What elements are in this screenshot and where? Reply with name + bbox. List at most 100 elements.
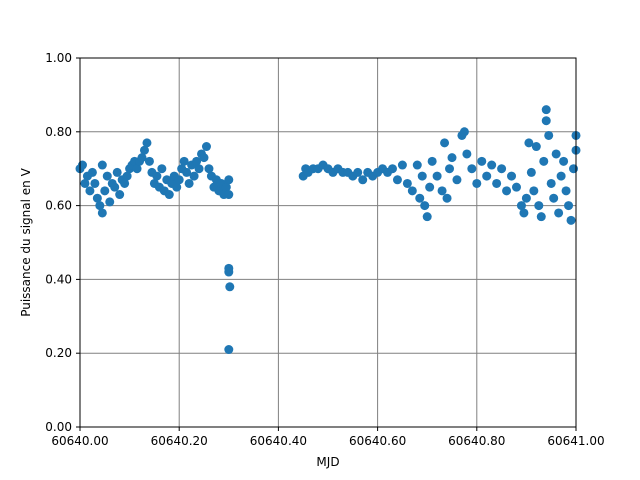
point <box>492 178 502 188</box>
point <box>511 182 521 192</box>
point <box>541 116 551 126</box>
point <box>92 193 102 203</box>
point <box>184 178 194 188</box>
point <box>534 201 544 211</box>
point <box>157 164 167 174</box>
point <box>482 171 492 181</box>
point <box>412 160 422 170</box>
x-axis-label: MJD <box>316 455 339 469</box>
point <box>467 164 477 174</box>
point <box>415 193 425 203</box>
point <box>516 201 526 211</box>
x-tick-label: 60640.40 <box>250 434 307 448</box>
point <box>387 164 397 174</box>
point <box>179 156 189 166</box>
point <box>497 164 507 174</box>
point <box>539 156 549 166</box>
point <box>566 215 576 225</box>
point <box>462 149 472 159</box>
point <box>549 193 559 203</box>
point <box>90 178 100 188</box>
point <box>531 142 541 152</box>
point <box>420 201 430 211</box>
point <box>437 186 447 196</box>
point <box>224 345 234 355</box>
point <box>132 164 142 174</box>
y-tick-label: 0.80 <box>45 125 72 139</box>
point <box>452 175 462 185</box>
point <box>445 164 455 174</box>
y-tick-label: 0.20 <box>45 346 72 360</box>
point <box>526 167 536 177</box>
y-tick-label: 0.00 <box>45 420 72 434</box>
point <box>192 156 202 166</box>
point <box>152 171 162 181</box>
plot-frame <box>79 57 577 428</box>
point <box>122 171 132 181</box>
x-tick-label: 60640.20 <box>151 434 208 448</box>
point <box>502 186 512 196</box>
y-tick-label: 1.00 <box>45 51 72 65</box>
point <box>477 156 487 166</box>
point <box>224 175 234 185</box>
point <box>417 171 427 181</box>
point <box>397 160 407 170</box>
point <box>402 178 412 188</box>
point <box>564 201 574 211</box>
point <box>174 175 184 185</box>
point <box>112 167 122 177</box>
point <box>144 156 154 166</box>
point <box>507 171 517 181</box>
point <box>544 130 554 140</box>
point <box>225 282 235 292</box>
point <box>442 193 452 203</box>
point <box>95 201 105 211</box>
x-tick-label: 60640.80 <box>448 434 505 448</box>
point <box>536 212 546 222</box>
point <box>546 178 556 188</box>
point <box>85 186 95 196</box>
point <box>440 138 450 148</box>
point <box>189 171 199 181</box>
point <box>199 153 209 163</box>
point <box>447 153 457 163</box>
point <box>519 208 529 218</box>
point <box>137 153 147 163</box>
point <box>524 138 534 148</box>
point <box>97 208 107 218</box>
point <box>80 178 90 188</box>
point <box>427 156 437 166</box>
point <box>422 212 432 222</box>
y-tick-label: 0.40 <box>45 272 72 286</box>
point <box>432 171 442 181</box>
point <box>105 197 115 207</box>
point <box>115 190 125 200</box>
point <box>425 182 435 192</box>
point <box>204 164 214 174</box>
point <box>358 175 368 185</box>
x-tick-label: 60641.00 <box>547 434 604 448</box>
point <box>459 127 469 137</box>
point <box>569 164 579 174</box>
point <box>561 186 571 196</box>
point <box>529 186 539 196</box>
point <box>224 190 234 200</box>
point <box>97 160 107 170</box>
point <box>353 167 363 177</box>
point <box>102 171 112 181</box>
point <box>487 160 497 170</box>
point <box>100 186 110 196</box>
point <box>392 175 402 185</box>
x-tick-label: 60640.60 <box>349 434 406 448</box>
point <box>139 145 149 155</box>
point <box>87 167 97 177</box>
y-tick-label: 0.60 <box>45 199 72 213</box>
point <box>172 182 182 192</box>
point <box>120 178 130 188</box>
y-axis-label: Puissance du signal en V <box>19 167 33 316</box>
point <box>521 193 531 203</box>
point <box>164 190 174 200</box>
point <box>194 164 204 174</box>
